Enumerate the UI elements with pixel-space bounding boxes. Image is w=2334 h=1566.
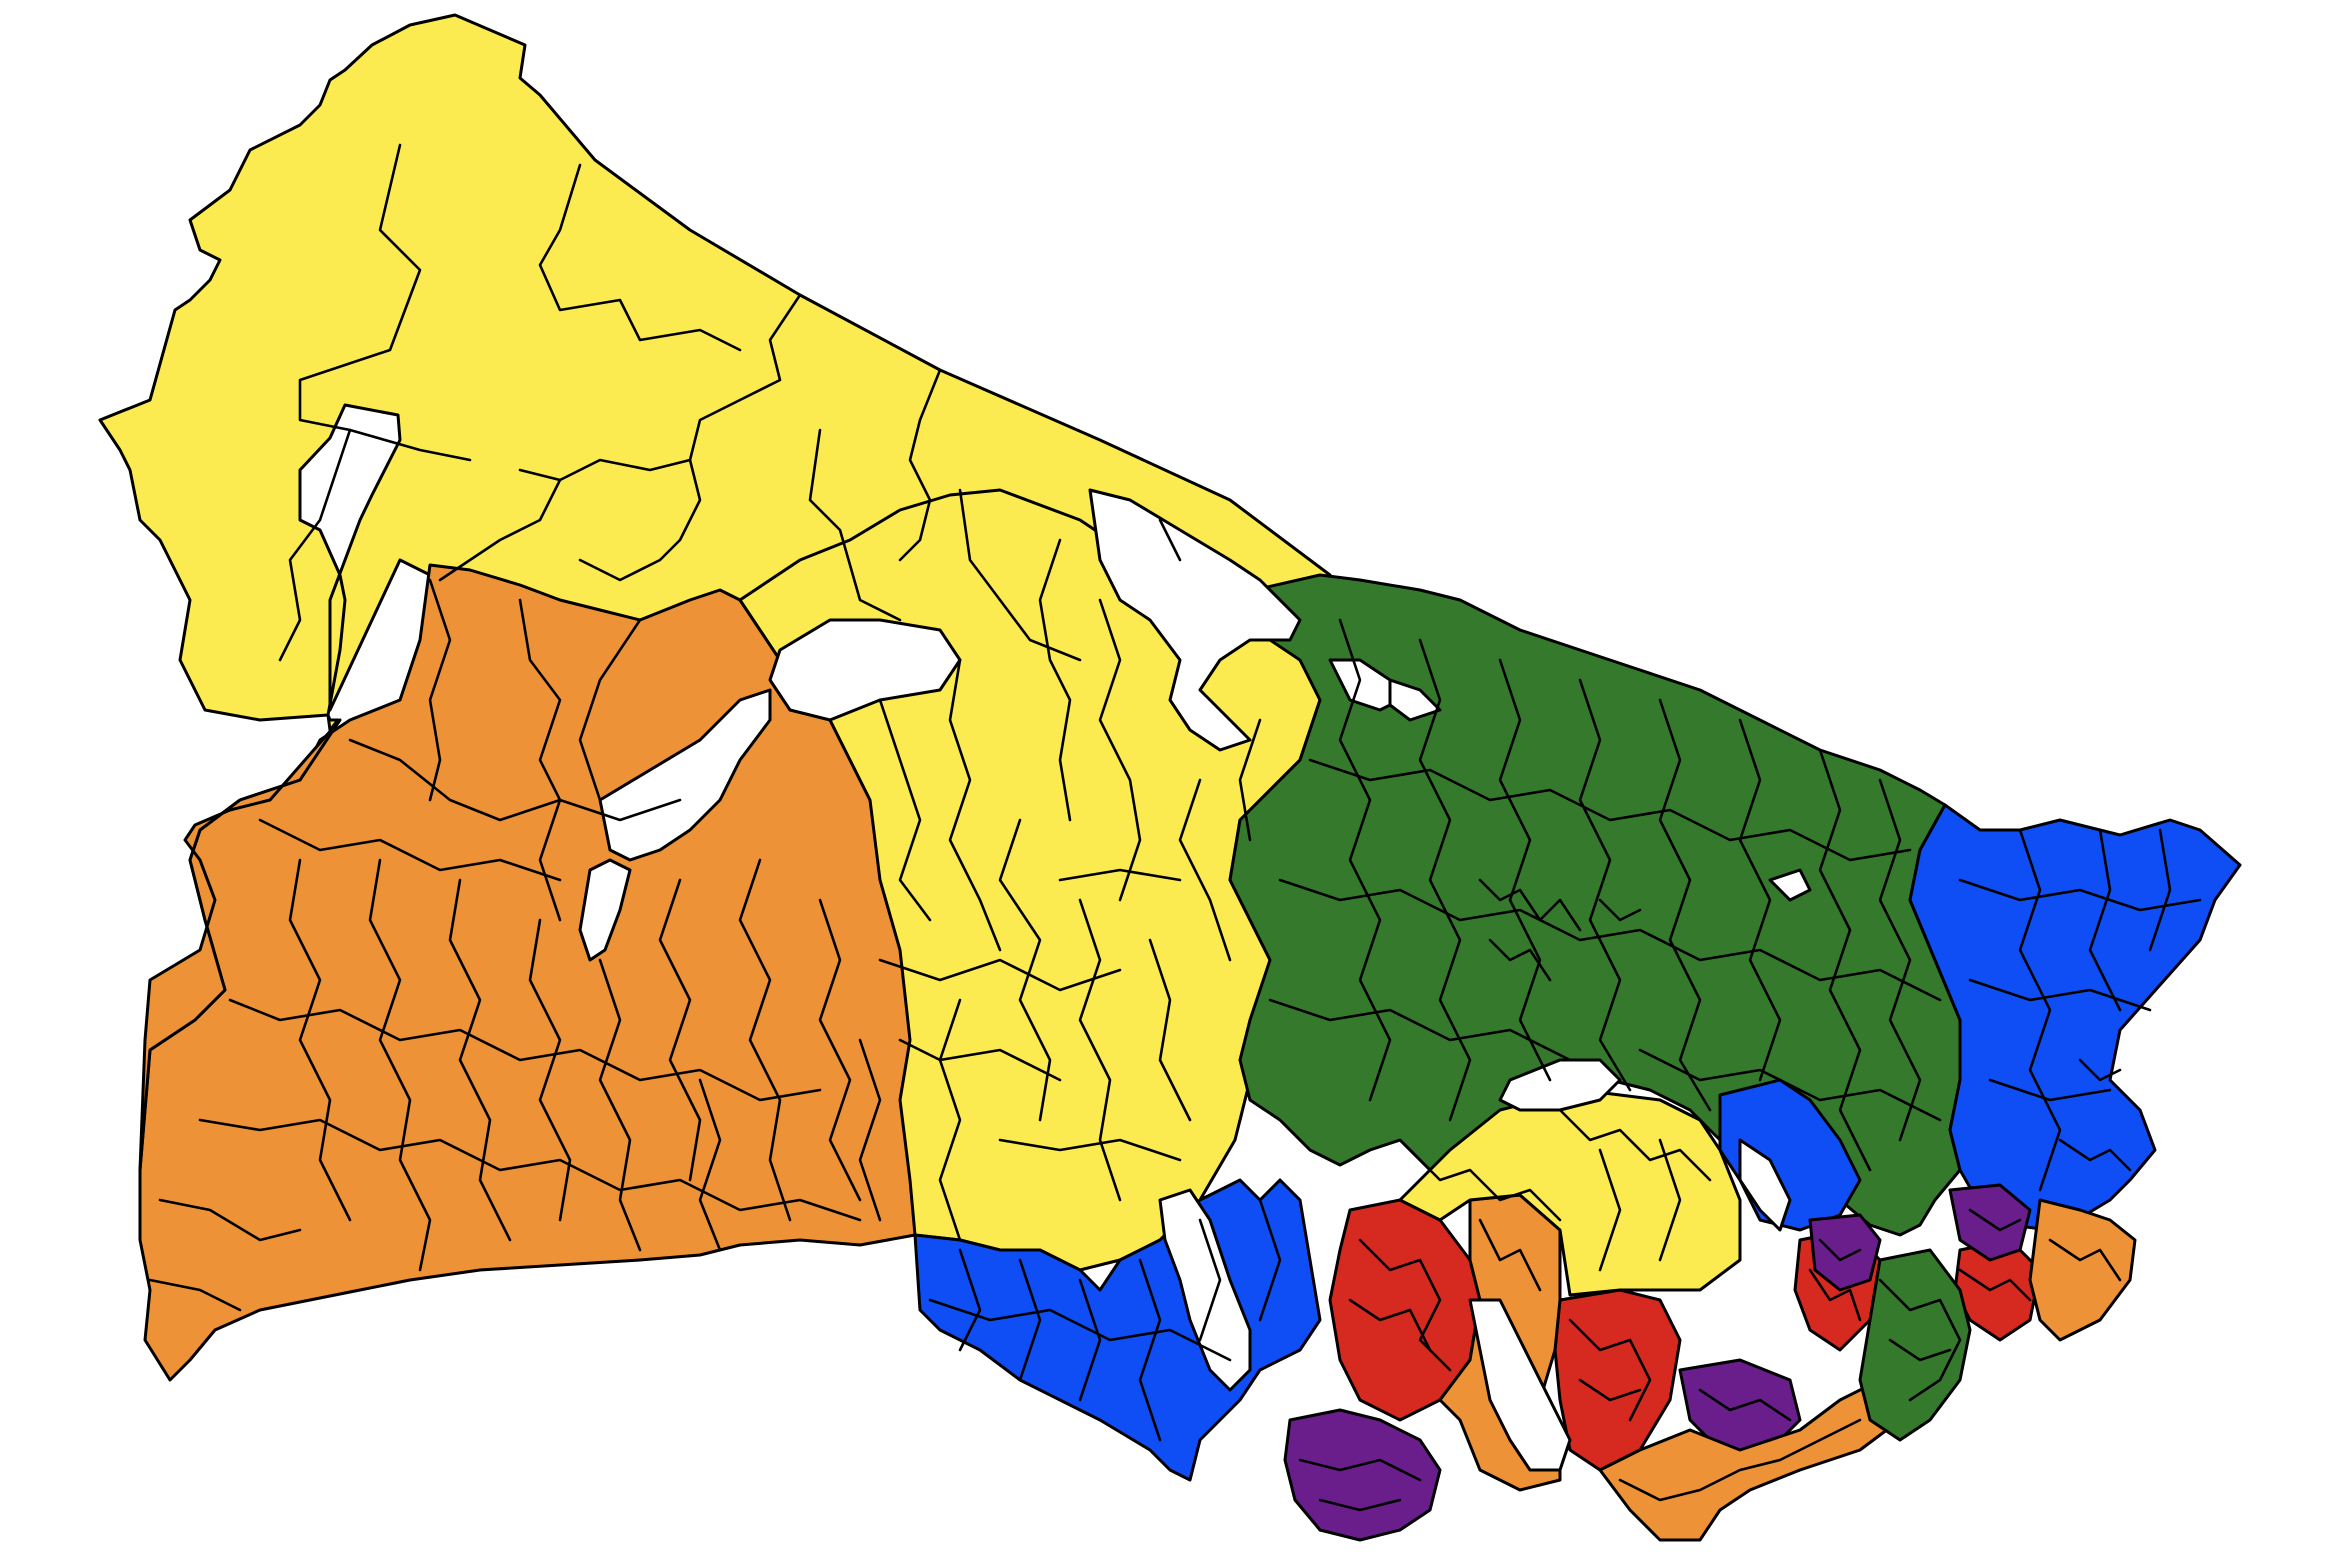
lake-channel-west [578,858,632,962]
lake-south-west [1158,1188,1252,1392]
region-purple-east [1808,1213,1882,1292]
lake-west-north [768,618,962,722]
district-boundaries [148,143,2202,1512]
lake-east-channel [1738,1138,1792,1232]
lake-north-inlet [1388,678,1442,722]
region-orange-far-west [138,718,342,1172]
region-blue-east [1908,803,2242,1232]
region-purple-southwest [1283,1408,1442,1542]
lake-west [598,688,772,862]
lake-south-center [1468,1298,1572,1472]
lake-green-east [1768,868,1812,902]
region-green-southeast [1858,1248,1972,1442]
lake-center [1498,1058,1622,1112]
lake-north-channel [1088,488,1302,752]
region-orange-east-coast [2028,1198,2137,1342]
